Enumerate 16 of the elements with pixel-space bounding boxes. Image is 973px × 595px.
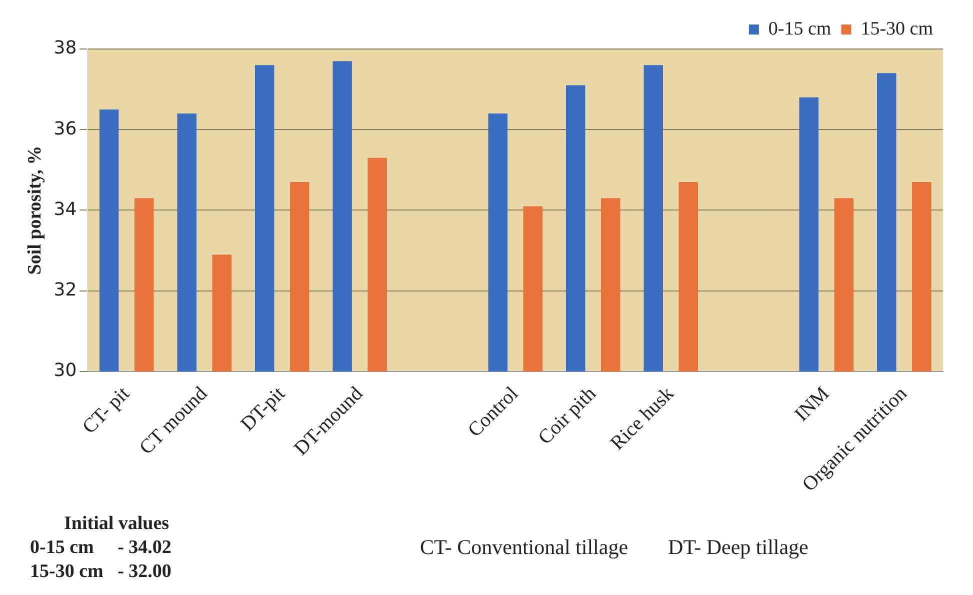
- y-tick-label: 38: [54, 38, 77, 59]
- text: 15-30 cm - 32.00: [30, 560, 172, 584]
- y-tick-label: 34: [54, 198, 77, 220]
- y-axis-title: Soil porosity, %: [24, 146, 46, 275]
- text: 0-15 cm - 34.02: [30, 536, 172, 560]
- x-tick-label: Coir pith: [534, 382, 600, 449]
- y-tick-label: 30: [54, 360, 77, 382]
- legend-label: 15-30 cm: [860, 18, 934, 40]
- text: DT- Deep tillage: [668, 535, 808, 559]
- legend-label: 0-15 cm: [768, 18, 832, 40]
- text: CT- Conventional tillage: [420, 535, 628, 559]
- x-tick-label: Rice husk: [606, 382, 678, 454]
- y-tick-label: 32: [54, 280, 77, 301]
- text: Initial values: [63, 512, 170, 536]
- x-tick-label: CT- pit: [78, 382, 134, 438]
- y-tick-label: 36: [54, 118, 77, 140]
